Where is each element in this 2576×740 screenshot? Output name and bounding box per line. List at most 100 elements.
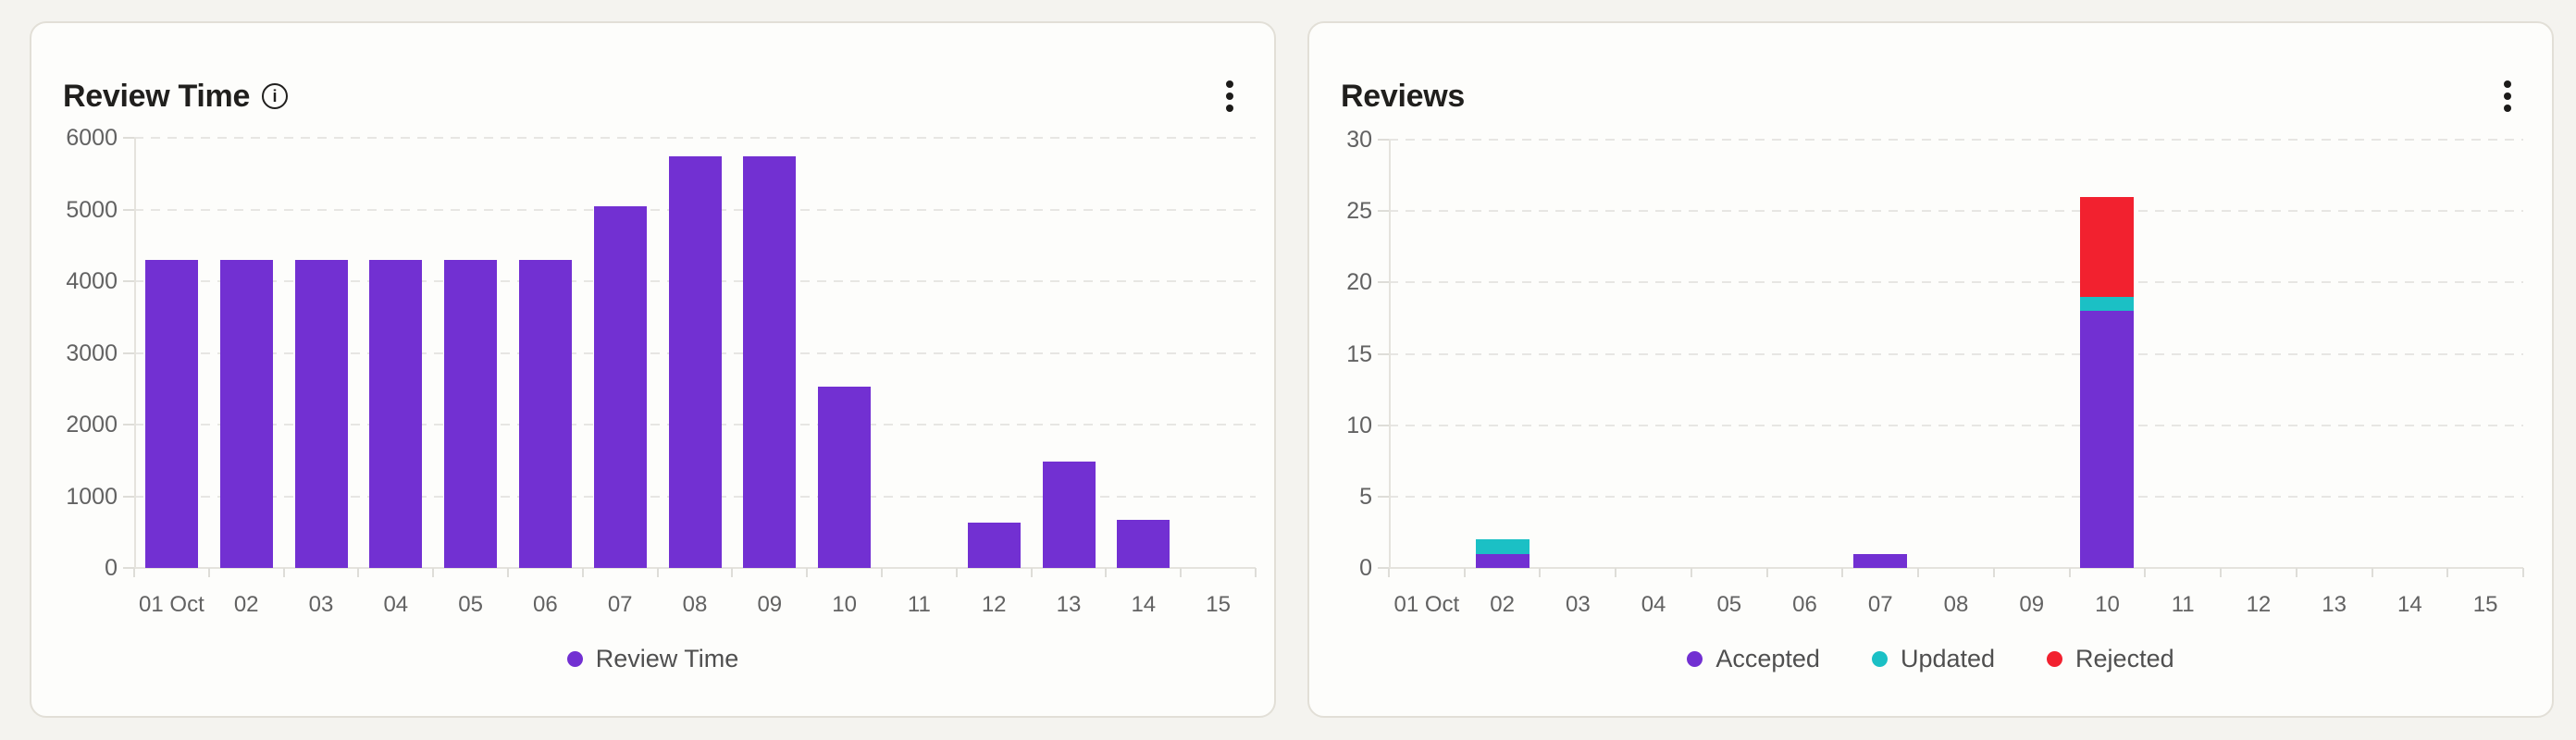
bar-segment-review-time[interactable] xyxy=(593,205,647,568)
bar-segment-updated[interactable] xyxy=(1475,539,1530,554)
reviews-card: Reviews 0 5 10 15 20 25 30 01 Oct 02 03 04 05 06 07 08… xyxy=(1307,21,2554,718)
x-tick-label: 07 xyxy=(607,592,633,617)
y-tick xyxy=(123,495,134,498)
legend-label: Review Time xyxy=(595,645,739,672)
legend-dot-icon xyxy=(1871,651,1888,667)
y-tick xyxy=(1378,139,1389,141)
x-tick xyxy=(881,568,883,577)
x-axis-line xyxy=(1389,567,2523,569)
y-tick-label: 5000 xyxy=(66,196,118,223)
y-axis-line xyxy=(1389,140,1391,568)
x-tick xyxy=(1463,568,1466,577)
y-tick xyxy=(1378,281,1389,284)
bar-segment-review-time[interactable] xyxy=(518,259,572,568)
bar-segment-review-time[interactable] xyxy=(444,259,498,568)
info-icon[interactable]: i xyxy=(262,83,289,109)
y-tick-label: 0 xyxy=(1359,555,1372,581)
bar-segment-review-time[interactable] xyxy=(1117,520,1170,568)
legend-dot-icon xyxy=(566,651,583,667)
legend-item-accepted[interactable]: Accepted xyxy=(1687,645,1820,673)
card-header: Reviews xyxy=(1341,75,2520,117)
legend-label: Rejected xyxy=(2075,645,2174,672)
x-tick-label: 06 xyxy=(1792,592,1817,617)
x-tick xyxy=(1690,568,1692,577)
x-tick-label: 14 xyxy=(2397,592,2422,617)
bar-segment-review-time[interactable] xyxy=(144,259,198,568)
x-tick xyxy=(1765,568,1768,577)
title-row: Reviews xyxy=(1341,79,1465,115)
gridline xyxy=(1389,352,2523,355)
bar-segment-review-time[interactable] xyxy=(294,259,348,568)
legend-item-updated[interactable]: Updated xyxy=(1871,645,1995,673)
kebab-menu-button[interactable] xyxy=(2495,75,2520,117)
x-tick-label: 15 xyxy=(2472,592,2498,617)
x-tick-label: 08 xyxy=(682,592,708,617)
legend-item-review-time[interactable]: Review Time xyxy=(566,645,739,673)
x-tick-label: 04 xyxy=(1641,592,1666,617)
kebab-dot xyxy=(2504,80,2511,88)
x-tick-label: 07 xyxy=(1867,592,1893,617)
x-tick-label: 04 xyxy=(383,592,409,617)
y-tick-label: 30 xyxy=(1346,127,1372,153)
x-tick xyxy=(731,568,734,577)
y-tick-label: 1000 xyxy=(66,483,118,510)
x-tick-label: 11 xyxy=(2171,592,2195,617)
bar-segment-review-time[interactable] xyxy=(1042,462,1096,568)
x-tick-label: 03 xyxy=(308,592,334,617)
legend-label: Accepted xyxy=(1715,645,1820,672)
bar-segment-rejected[interactable] xyxy=(2080,196,2135,297)
x-tick-label: 12 xyxy=(2246,592,2272,617)
y-tick xyxy=(123,137,134,139)
y-tick-label: 0 xyxy=(105,555,118,581)
bar-segment-review-time[interactable] xyxy=(668,156,722,568)
bar-segment-review-time[interactable] xyxy=(369,259,423,568)
y-axis-line xyxy=(134,138,136,568)
bar-segment-review-time[interactable] xyxy=(818,386,872,568)
x-tick xyxy=(1917,568,1920,577)
x-tick xyxy=(1992,568,1995,577)
x-tick xyxy=(656,568,659,577)
bar-segment-accepted[interactable] xyxy=(1853,553,1908,568)
y-tick xyxy=(1378,567,1389,569)
y-tick-label: 6000 xyxy=(66,125,118,151)
y-tick xyxy=(123,280,134,282)
y-tick-label: 2000 xyxy=(66,412,118,438)
gridline xyxy=(1389,210,2523,213)
x-tick-label: 13 xyxy=(2322,592,2347,617)
kebab-menu-button[interactable] xyxy=(1217,75,1243,117)
x-tick-label: 10 xyxy=(2095,592,2120,617)
page-title-review-time: Review Time xyxy=(63,78,251,114)
x-tick xyxy=(2144,568,2147,577)
gridline xyxy=(134,137,1256,139)
legend-item-rejected[interactable]: Rejected xyxy=(2047,645,2174,673)
x-tick-label: 11 xyxy=(907,592,931,617)
kebab-dot xyxy=(2504,105,2511,112)
chart-legend: Review Time xyxy=(31,645,1274,673)
review-time-chart: 0 1000 2000 3000 4000 5000 6000 01 Oct 02 03 04 05 0… xyxy=(31,23,1274,716)
x-tick-label: 05 xyxy=(1716,592,1742,617)
x-tick-label: 01 Oct xyxy=(1393,592,1460,617)
gridline xyxy=(1389,424,2523,426)
bar-segment-accepted[interactable] xyxy=(2080,311,2135,568)
y-tick xyxy=(123,208,134,211)
bar-segment-review-time[interactable] xyxy=(743,156,797,568)
bar-segment-review-time[interactable] xyxy=(967,523,1021,568)
x-tick-label: 12 xyxy=(981,592,1007,617)
x-tick xyxy=(1388,568,1390,577)
x-tick-label: 13 xyxy=(1056,592,1082,617)
x-tick xyxy=(1255,568,1257,577)
bar-segment-accepted[interactable] xyxy=(1475,553,1530,568)
gridline xyxy=(1389,139,2523,141)
x-tick xyxy=(1841,568,1844,577)
kebab-dot xyxy=(1226,92,1233,100)
y-tick xyxy=(1378,210,1389,213)
y-tick xyxy=(123,424,134,426)
x-tick-label: 15 xyxy=(1206,592,1231,617)
bar-segment-updated[interactable] xyxy=(2080,296,2135,312)
review-time-card: Review Time i 0 1000 2000 3000 4000 5000 6000 0… xyxy=(30,21,1276,718)
x-tick xyxy=(1180,568,1183,577)
kebab-dot xyxy=(1226,80,1233,88)
bar-segment-review-time[interactable] xyxy=(219,259,273,568)
kebab-dot xyxy=(2504,92,2511,100)
